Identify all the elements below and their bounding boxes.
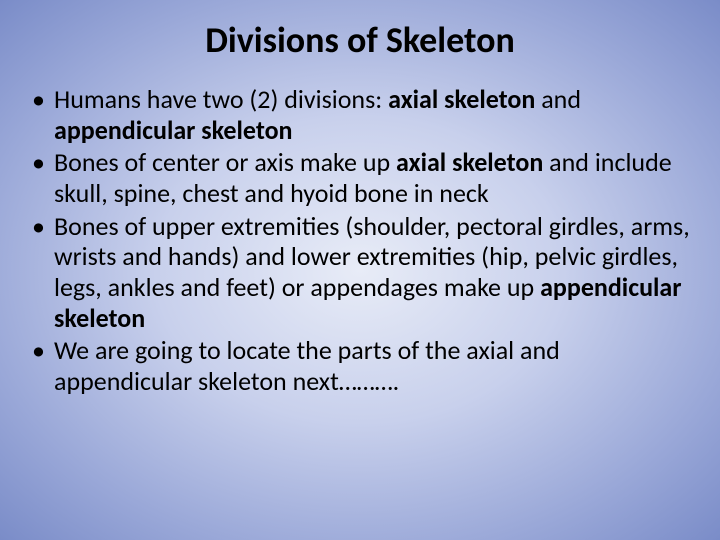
bullet-item: We are going to locate the parts of the … xyxy=(28,335,692,396)
text-run: Humans have two (2) divisions: xyxy=(54,83,388,115)
text-run: Bones of center or axis make up xyxy=(54,146,396,178)
slide-title: Divisions of Skeleton xyxy=(28,18,692,62)
bullet-list: Humans have two (2) divisions: axial ske… xyxy=(28,84,692,397)
text-run: We are going to locate the parts of the … xyxy=(54,334,560,397)
slide: Divisions of Skeleton Humans have two (2… xyxy=(0,0,720,540)
bullet-item: Humans have two (2) divisions: axial ske… xyxy=(28,84,692,145)
text-run: and xyxy=(541,83,581,115)
bullet-item: Bones of center or axis make up axial sk… xyxy=(28,147,692,208)
bullet-item: Bones of upper extremities (shoulder, pe… xyxy=(28,211,692,334)
text-run: appendicular skeleton xyxy=(54,114,293,146)
text-run: axial skeleton xyxy=(388,83,541,115)
text-run: axial skeleton xyxy=(396,146,549,178)
